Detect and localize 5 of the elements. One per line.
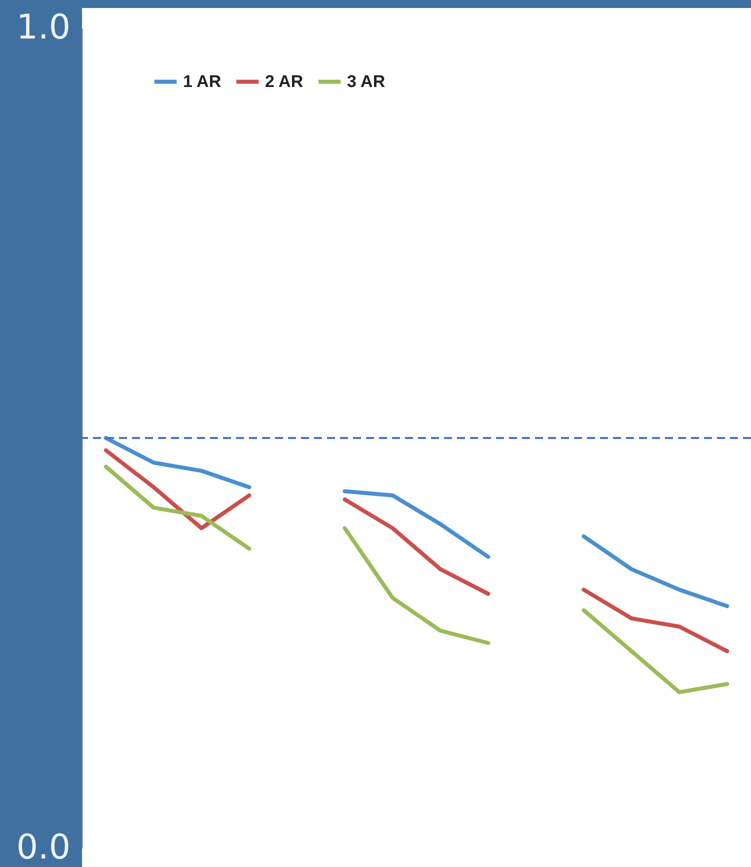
legend-label: 2 AR [265,72,304,91]
legend-label: 3 AR [347,72,386,91]
y-tick-label: 0.0 [16,828,70,867]
legend-label: 1 AR [183,72,222,91]
y-tick-label: 1.0 [16,8,70,48]
